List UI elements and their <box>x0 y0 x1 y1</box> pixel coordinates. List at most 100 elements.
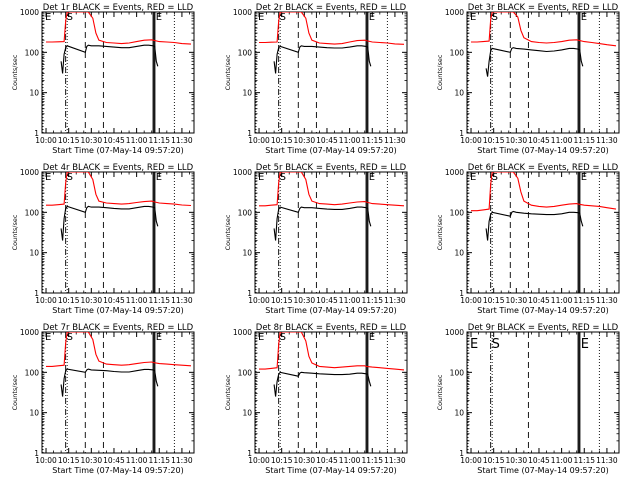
y-tick-label: 10 <box>242 409 252 418</box>
x-tick-label: 10:00 <box>460 296 482 305</box>
x-tick-label: 11:15 <box>573 456 595 465</box>
x-tick-label: 10:15 <box>271 296 293 305</box>
x-axis-label: Start Time (07-May-14 09:57:20) <box>52 306 183 315</box>
x-tick-label: 10:30 <box>81 136 103 145</box>
y-axis-label: Counts/sec <box>436 54 444 90</box>
y-tick-label: 100 <box>450 208 465 217</box>
marker-label-s: S <box>492 172 498 183</box>
y-tick-label: 10 <box>29 249 39 258</box>
series-line-events <box>60 44 159 74</box>
x-tick-label: 10:15 <box>483 136 505 145</box>
y-tick-label: 10 <box>454 89 464 98</box>
x-tick-label: 10:30 <box>81 296 103 305</box>
y-axis-label: Counts/sec <box>436 214 444 250</box>
y-tick-label: 10 <box>29 89 39 98</box>
y-tick-label: 10 <box>242 249 252 258</box>
x-tick-label: 11:15 <box>573 136 595 145</box>
y-tick-label: 100 <box>238 368 253 377</box>
panel-1: Det 1r BLACK = Events, RED = LLD 1 10 100 10… <box>11 3 195 155</box>
marker-label-s: S <box>280 12 286 23</box>
series-line-lld <box>259 172 405 207</box>
x-tick-label: 11:00 <box>126 136 148 145</box>
marker-label-e: E <box>369 332 375 343</box>
marker-label-e: E <box>156 172 162 183</box>
x-tick-label: 11:00 <box>551 136 573 145</box>
marker-label-s: S <box>492 337 500 352</box>
x-tick-label: 11:15 <box>361 456 383 465</box>
y-tick-label: 100 <box>25 208 40 217</box>
marker-label-e: E <box>369 12 375 23</box>
plot-frame <box>254 171 408 294</box>
x-axis-label: Start Time (07-May-14 09:57:20) <box>52 146 183 155</box>
chart-title: Det 4r BLACK = Events, RED = LLD <box>43 163 194 173</box>
y-tick-label: 10 <box>454 249 464 258</box>
y-tick-label: 10 <box>242 89 252 98</box>
panel-4: Det 4r BLACK = Events, RED = LLD 1 10 100 10… <box>11 163 195 315</box>
x-tick-label: 11:30 <box>384 136 406 145</box>
y-tick-label: 1 <box>247 129 252 138</box>
marker-label-s: S <box>67 172 73 183</box>
y-tick-label: 100 <box>238 208 253 217</box>
x-tick-label: 11:30 <box>171 456 193 465</box>
marker-label-e: E <box>45 172 51 183</box>
x-tick-label: 11:00 <box>339 136 361 145</box>
y-tick-label: 1000 <box>233 8 252 17</box>
x-tick-label: 10:15 <box>271 136 293 145</box>
x-tick-label: 10:45 <box>528 296 550 305</box>
y-tick-label: 1 <box>459 129 464 138</box>
x-axis-label: Start Time (07-May-14 09:57:20) <box>265 466 396 475</box>
x-tick-label: 10:15 <box>58 136 80 145</box>
x-tick-label: 10:30 <box>294 296 316 305</box>
chart-title: Det 5r BLACK = Events, RED = LLD <box>256 163 407 173</box>
x-tick-label: 11:30 <box>384 456 406 465</box>
series-line-events <box>273 45 372 74</box>
x-tick-label: 10:15 <box>271 456 293 465</box>
y-tick-label: 1000 <box>445 168 464 177</box>
plot-frame <box>466 171 620 294</box>
series-line-lld <box>259 332 405 371</box>
y-tick-label: 10 <box>454 409 464 418</box>
marker-label-e: E <box>470 337 478 352</box>
x-tick-label: 10:00 <box>248 456 270 465</box>
x-axis-label: Start Time (07-May-14 09:57:20) <box>265 146 396 155</box>
x-tick-label: 11:00 <box>551 296 573 305</box>
y-tick-label: 10 <box>29 409 39 418</box>
marker-label-e: E <box>45 332 51 343</box>
marker-label-e: E <box>470 172 476 183</box>
x-tick-label: 11:00 <box>126 456 148 465</box>
x-tick-label: 10:45 <box>316 456 338 465</box>
x-tick-label: 10:30 <box>294 456 316 465</box>
y-tick-label: 100 <box>25 368 40 377</box>
y-tick-label: 1000 <box>233 168 252 177</box>
marker-label-s: S <box>67 12 73 23</box>
x-tick-label: 10:00 <box>35 456 57 465</box>
x-tick-label: 10:30 <box>506 136 528 145</box>
x-tick-label: 10:00 <box>248 296 270 305</box>
x-tick-label: 11:00 <box>551 456 573 465</box>
x-tick-label: 10:15 <box>483 456 505 465</box>
chart-title: Det 6r BLACK = Events, RED = LLD <box>468 163 619 173</box>
x-axis-label: Start Time (07-May-14 09:57:20) <box>52 466 183 475</box>
x-tick-label: 11:15 <box>361 296 383 305</box>
y-tick-label: 1 <box>34 449 39 458</box>
x-tick-label: 10:30 <box>506 456 528 465</box>
chart-title: Det 2r BLACK = Events, RED = LLD <box>256 3 407 13</box>
x-tick-label: 10:15 <box>483 296 505 305</box>
marker-label-e: E <box>581 337 589 352</box>
x-tick-label: 10:00 <box>248 136 270 145</box>
series-line-lld <box>46 332 192 367</box>
x-tick-label: 10:00 <box>460 456 482 465</box>
plot-frame <box>466 331 620 454</box>
x-tick-label: 11:30 <box>596 136 618 145</box>
x-tick-label: 10:00 <box>35 296 57 305</box>
marker-label-e: E <box>156 332 162 343</box>
y-tick-label: 1000 <box>20 168 39 177</box>
y-axis-label: Counts/sec <box>224 54 232 90</box>
x-axis-label: Start Time (07-May-14 09:57:20) <box>477 466 608 475</box>
x-tick-label: 11:15 <box>148 456 170 465</box>
series-line-events <box>485 210 584 241</box>
x-tick-label: 11:00 <box>339 296 361 305</box>
marker-label-e: E <box>470 12 476 23</box>
series-line-events <box>273 206 372 241</box>
series-line-lld <box>46 12 192 45</box>
